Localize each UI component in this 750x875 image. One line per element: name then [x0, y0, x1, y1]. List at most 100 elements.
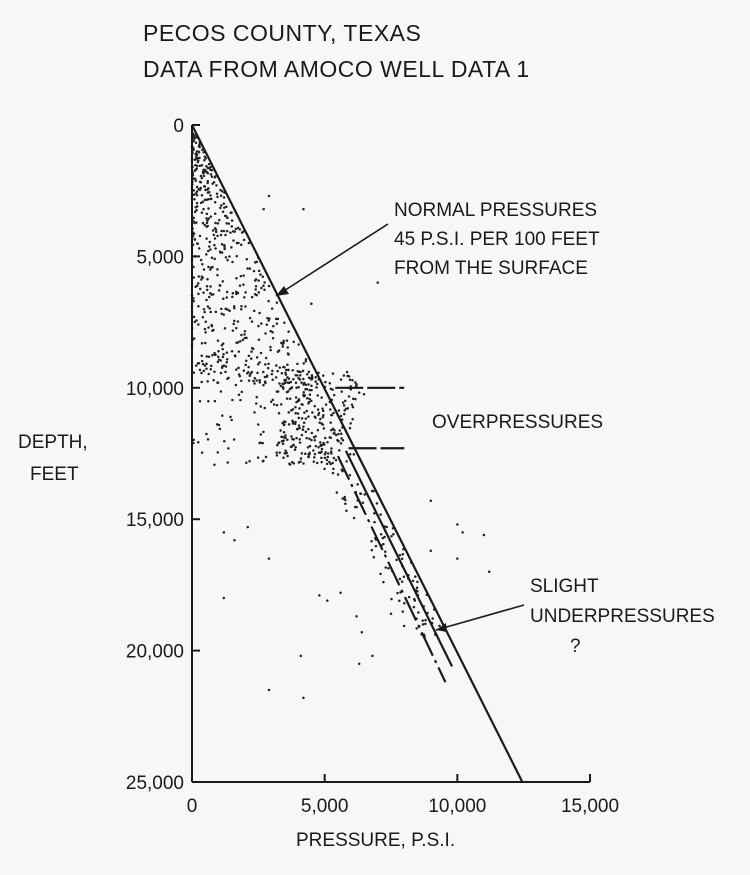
scatter-point — [222, 297, 225, 301]
scatter-point — [205, 221, 209, 225]
scatter-point — [323, 456, 327, 460]
scatter-point — [209, 215, 213, 218]
scatter-point — [361, 501, 365, 504]
scatter-point — [240, 308, 243, 311]
scatter-point — [279, 429, 282, 432]
scatter-point — [206, 305, 210, 308]
scatter-point — [322, 441, 325, 445]
scatter-point — [207, 162, 211, 166]
scatter-point — [259, 405, 263, 408]
scatter-point — [202, 207, 205, 211]
scatter-point — [201, 316, 205, 319]
scatter-point — [304, 430, 308, 433]
annotation-text: ? — [570, 636, 581, 657]
scatter-point — [269, 400, 273, 403]
scatter-point — [292, 443, 295, 447]
scatter-point — [285, 451, 288, 455]
scatter-point — [305, 387, 309, 391]
scatter-point — [225, 296, 229, 299]
scatter-point — [328, 436, 332, 439]
scatter-point — [319, 441, 322, 444]
scatter-point — [224, 370, 227, 374]
scatter-point — [223, 327, 227, 330]
scatter-point — [195, 193, 199, 197]
scatter-point — [213, 257, 216, 261]
scatter-point — [341, 497, 345, 500]
scatter-point — [318, 421, 321, 424]
scatter-point — [438, 624, 441, 628]
scatter-point — [247, 354, 251, 358]
scatter-point — [219, 371, 223, 375]
scatter-point — [320, 460, 323, 464]
scatter-point — [300, 381, 303, 384]
scatter-point — [277, 441, 281, 444]
scatter-point — [250, 350, 253, 353]
scatter-point — [278, 382, 281, 385]
scatter-point — [331, 471, 335, 475]
scatter-point — [209, 364, 213, 368]
chart-title: PECOS COUNTY, TEXAS — [143, 20, 422, 46]
scatter-point — [206, 380, 209, 383]
scatter-point — [282, 430, 286, 434]
scatter-point — [359, 492, 363, 495]
scatter-point — [260, 322, 263, 325]
scatter-point — [398, 553, 402, 557]
scatter-point — [250, 370, 254, 374]
scatter-point — [205, 165, 208, 168]
scatter-point — [203, 155, 207, 159]
scatter-point — [267, 299, 270, 303]
scatter-point — [332, 393, 336, 397]
y-tick-label: 10,000 — [126, 379, 184, 400]
scatter-point — [216, 222, 220, 225]
scatter-point — [256, 456, 260, 459]
annotation-text: 45 P.S.I. PER 100 FEET — [394, 229, 600, 250]
scatter-point — [203, 327, 207, 331]
scatter-point — [193, 221, 196, 225]
scatter-point — [206, 438, 210, 441]
scatter-point — [287, 377, 291, 380]
scatter-point — [373, 520, 376, 524]
scatter-point — [194, 155, 198, 158]
scatter-point — [206, 191, 210, 194]
scatter-point — [207, 400, 210, 403]
scatter-point — [220, 307, 223, 311]
scatter-point — [242, 283, 245, 286]
scatter-point — [313, 438, 317, 442]
scatter-point — [263, 281, 266, 284]
scatter-point — [415, 586, 419, 590]
scatter-point — [363, 493, 366, 496]
scatter-point — [342, 374, 346, 377]
scatter-point — [263, 406, 266, 410]
scatter-point — [293, 422, 297, 426]
scatter-point — [195, 190, 199, 193]
scatter-point — [193, 210, 197, 214]
scatter-point — [290, 460, 294, 464]
scatter-point — [205, 367, 208, 371]
scatter-point — [259, 433, 263, 436]
scatter-point — [336, 473, 340, 476]
scatter-point — [287, 330, 290, 333]
scatter-point — [334, 458, 338, 462]
scatter-point — [373, 512, 376, 515]
scatter-point — [205, 253, 208, 256]
scatter-point — [348, 378, 352, 382]
scatter-point — [256, 371, 259, 375]
scatter-point — [370, 489, 374, 493]
scatter-point — [192, 189, 196, 192]
scatter-point — [194, 192, 198, 195]
scatter-point — [288, 387, 292, 391]
pressure-gradient-line — [336, 455, 447, 683]
pressure-lines — [191, 124, 524, 783]
scatter-point — [275, 451, 278, 454]
scatter-point — [264, 332, 267, 335]
scatter-point — [242, 274, 245, 277]
scatter-point — [197, 305, 200, 308]
scatter-point — [345, 460, 348, 463]
scatter-point — [340, 390, 343, 393]
scatter-point — [194, 141, 198, 144]
scatter-point — [283, 379, 286, 383]
scatter-point — [192, 216, 195, 220]
scatter-point — [225, 229, 229, 233]
scatter-point — [219, 233, 223, 237]
scatter-point — [213, 212, 217, 216]
